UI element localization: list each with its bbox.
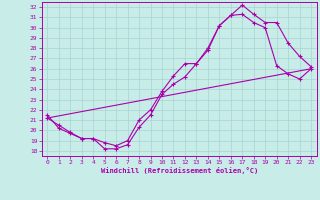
X-axis label: Windchill (Refroidissement éolien,°C): Windchill (Refroidissement éolien,°C) bbox=[100, 167, 258, 174]
